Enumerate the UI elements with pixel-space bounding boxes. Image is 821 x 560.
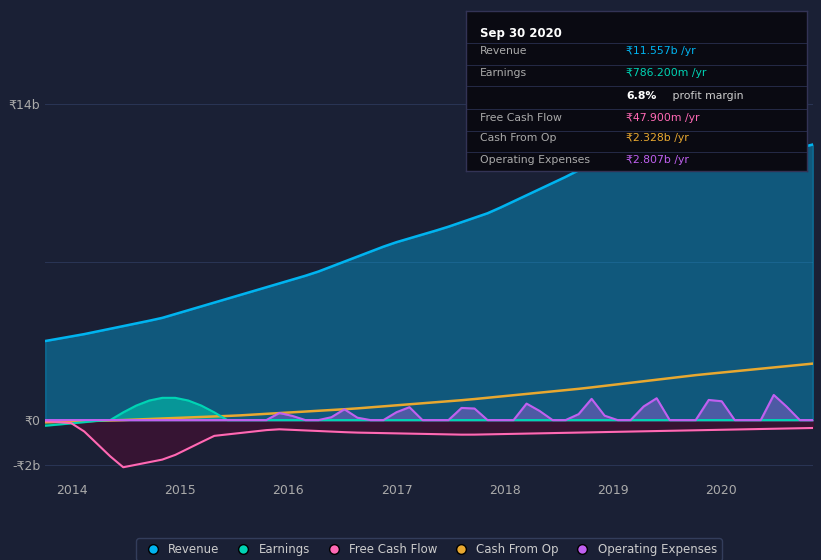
Text: Revenue: Revenue bbox=[480, 46, 527, 57]
Text: ₹47.900m /yr: ₹47.900m /yr bbox=[626, 113, 700, 123]
Text: ₹2.328b /yr: ₹2.328b /yr bbox=[626, 133, 689, 143]
Text: Operating Expenses: Operating Expenses bbox=[480, 155, 590, 165]
Text: ₹786.200m /yr: ₹786.200m /yr bbox=[626, 68, 707, 78]
Text: Earnings: Earnings bbox=[480, 68, 527, 78]
Text: Sep 30 2020: Sep 30 2020 bbox=[480, 27, 562, 40]
Legend: Revenue, Earnings, Free Cash Flow, Cash From Op, Operating Expenses: Revenue, Earnings, Free Cash Flow, Cash … bbox=[136, 538, 722, 560]
Text: profit margin: profit margin bbox=[669, 91, 744, 101]
Text: 6.8%: 6.8% bbox=[626, 91, 657, 101]
Text: Free Cash Flow: Free Cash Flow bbox=[480, 113, 562, 123]
Text: ₹11.557b /yr: ₹11.557b /yr bbox=[626, 46, 696, 57]
Text: Cash From Op: Cash From Op bbox=[480, 133, 557, 143]
Text: ₹2.807b /yr: ₹2.807b /yr bbox=[626, 155, 690, 165]
